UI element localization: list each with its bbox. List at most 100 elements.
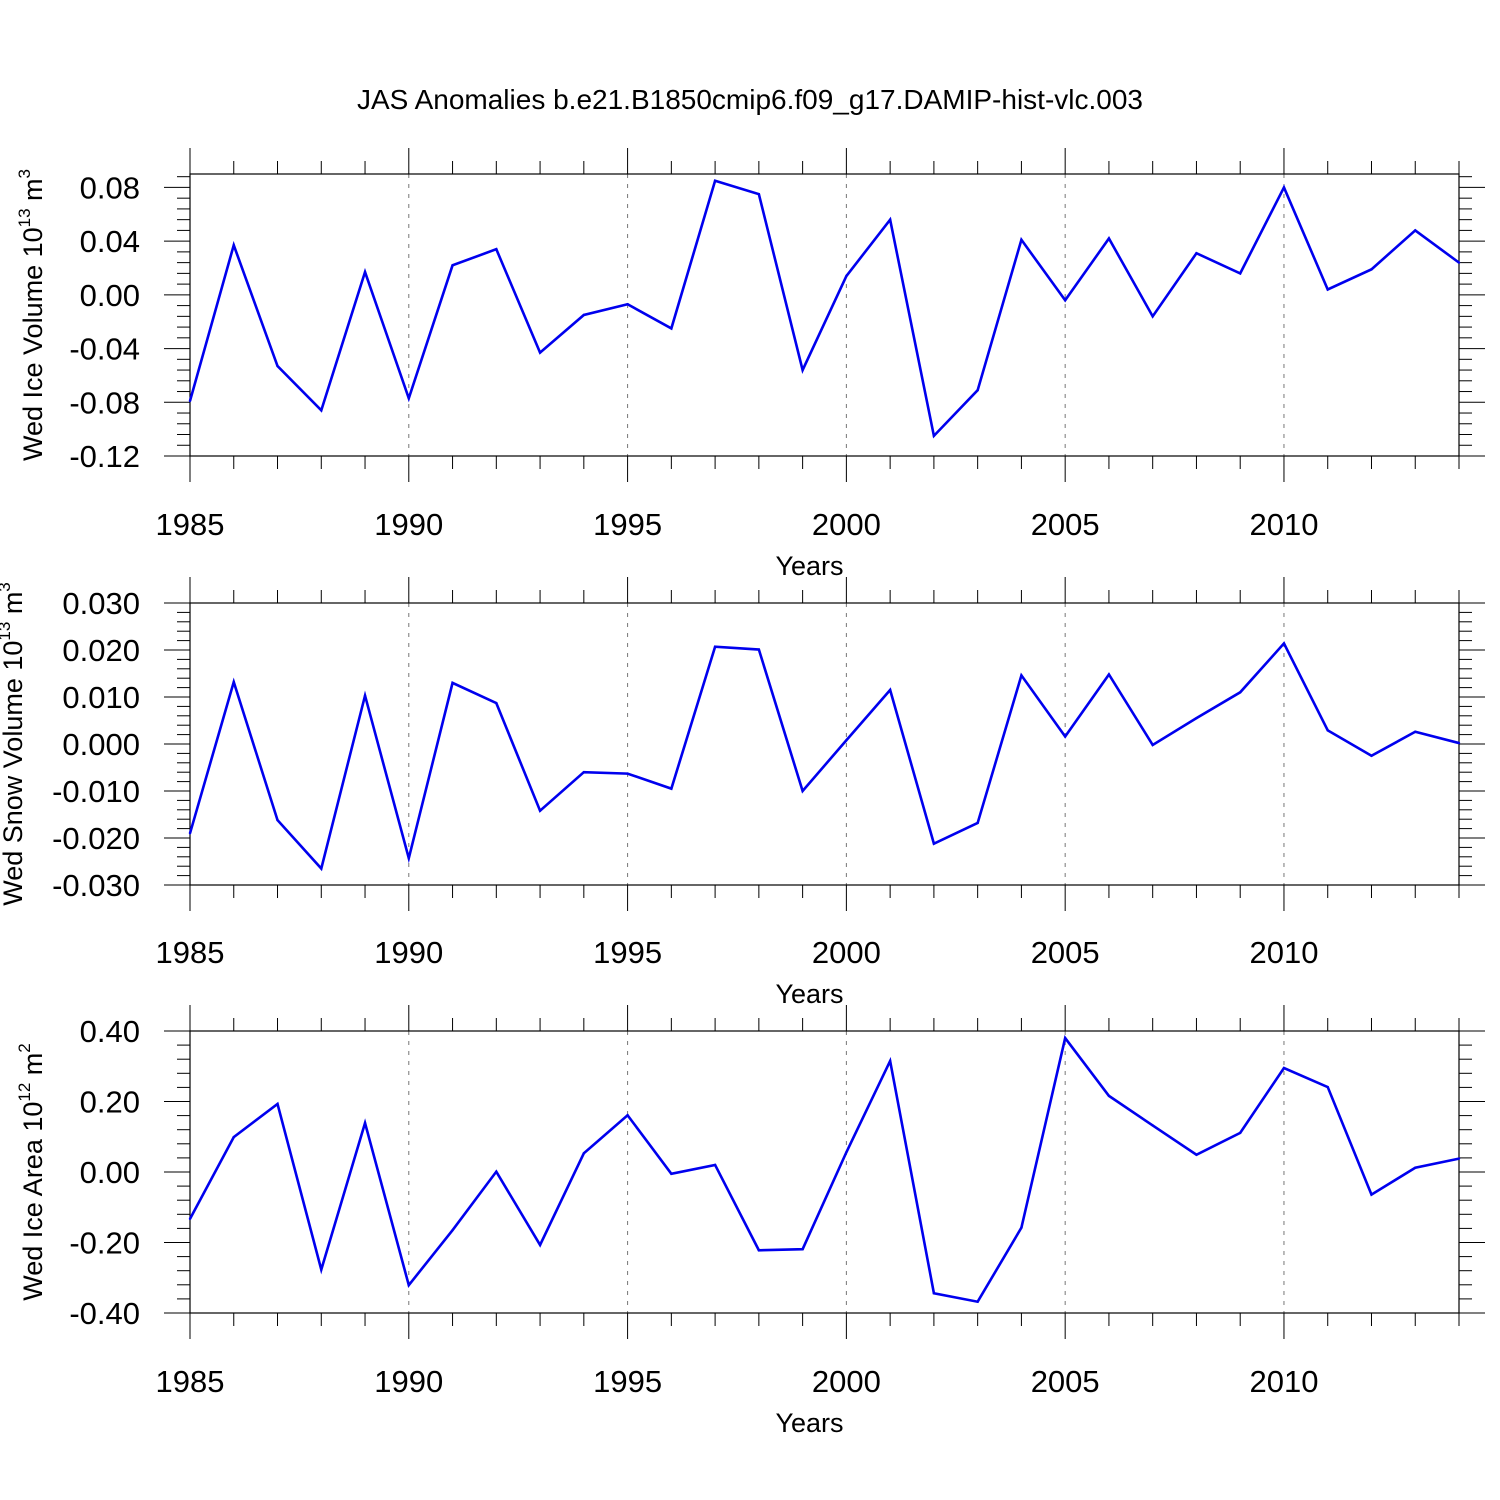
x-axis-title: Years bbox=[775, 551, 843, 581]
data-point bbox=[1414, 229, 1417, 232]
data-point bbox=[451, 1228, 454, 1232]
data-point bbox=[407, 1283, 410, 1287]
data-point bbox=[1107, 673, 1111, 676]
data-point bbox=[1151, 315, 1154, 318]
x-tick-label: 2010 bbox=[1249, 935, 1318, 970]
data-point bbox=[1020, 674, 1023, 677]
x-tick-label: 2005 bbox=[1031, 1364, 1100, 1399]
y-axis-title-main: Wed Snow Volume 10 bbox=[0, 641, 28, 906]
data-point bbox=[1326, 1085, 1329, 1089]
data-point bbox=[1457, 1157, 1461, 1160]
data-point bbox=[801, 789, 804, 793]
data-point bbox=[1020, 238, 1023, 241]
data-point bbox=[538, 1243, 542, 1247]
x-axis-title: Years bbox=[775, 979, 843, 1009]
series-line bbox=[188, 179, 1460, 439]
y-tick-label: -0.20 bbox=[69, 1226, 140, 1261]
x-tick-label: 1990 bbox=[374, 1364, 443, 1399]
x-tick-label: 2005 bbox=[1031, 935, 1100, 970]
data-point bbox=[976, 389, 979, 392]
data-point bbox=[888, 688, 892, 692]
y-tick-label: -0.010 bbox=[52, 774, 140, 809]
y-tick-label: 0.08 bbox=[80, 170, 140, 205]
data-point bbox=[1457, 261, 1461, 264]
data-point bbox=[626, 772, 629, 775]
data-point bbox=[276, 818, 279, 822]
y-axis-title-unit-exponent: 3 bbox=[0, 582, 14, 591]
x-tick-label: 1985 bbox=[156, 507, 225, 542]
data-point bbox=[363, 270, 367, 274]
data-point bbox=[626, 303, 629, 306]
y-tick-label: 0.010 bbox=[62, 680, 140, 715]
data-point bbox=[188, 832, 192, 835]
y-axis-title-main: Wed Ice Area 10 bbox=[18, 1102, 48, 1301]
data-point bbox=[538, 351, 542, 354]
y-tick-label: 0.00 bbox=[80, 1155, 140, 1190]
data-point bbox=[801, 368, 804, 372]
data-point bbox=[1282, 186, 1286, 189]
chart-title: JAS Anomalies b.e21.B1850cmip6.f09_g17.D… bbox=[357, 84, 1143, 115]
y-tick-label: 0.40 bbox=[80, 1014, 140, 1049]
data-point bbox=[320, 409, 323, 412]
data-point bbox=[1063, 299, 1067, 302]
y-tick-label: 0.000 bbox=[62, 727, 140, 762]
data-point bbox=[582, 1152, 586, 1155]
data-point bbox=[1107, 237, 1111, 240]
data-point bbox=[888, 218, 892, 221]
data-point bbox=[363, 1121, 367, 1125]
data-point bbox=[626, 1114, 629, 1117]
data-point bbox=[407, 397, 410, 400]
data-point bbox=[232, 1135, 235, 1139]
y-axis-title-unit: m bbox=[18, 1053, 48, 1083]
data-point bbox=[713, 645, 717, 648]
panel-3: -0.40 -0.20 0.00 0.20 0.40 1985 1990 1995 2000 20… bbox=[15, 1005, 1485, 1438]
data-point bbox=[451, 681, 454, 685]
data-point bbox=[1282, 1066, 1286, 1070]
data-point bbox=[451, 264, 454, 267]
panel-2: -0.030 -0.020 -0.010 0.000 0.010 0.020 0.030 19… bbox=[0, 577, 1485, 1009]
data-point bbox=[932, 1292, 936, 1295]
data-point bbox=[888, 1059, 892, 1063]
y-tick-label: -0.020 bbox=[52, 821, 140, 856]
x-tick-label: 2010 bbox=[1249, 507, 1318, 542]
data-point bbox=[713, 179, 717, 182]
x-tick-label: 1995 bbox=[593, 935, 662, 970]
data-point bbox=[276, 364, 279, 368]
data-point bbox=[495, 1170, 498, 1173]
x-tick-label: 1990 bbox=[374, 507, 443, 542]
data-point bbox=[1414, 730, 1417, 733]
x-tick-label: 1990 bbox=[374, 935, 443, 970]
data-point bbox=[845, 1151, 848, 1154]
y-tick-label: -0.04 bbox=[69, 332, 140, 367]
data-point bbox=[1414, 1166, 1417, 1169]
y-tick-label: -0.40 bbox=[69, 1296, 140, 1331]
data-point bbox=[1370, 754, 1373, 757]
panel-1: -0.12 -0.08 -0.04 0.00 0.04 0.08 1985 1990 1995 2… bbox=[15, 148, 1485, 581]
data-point bbox=[363, 694, 367, 697]
data-point bbox=[976, 821, 979, 825]
y-axis-title: Wed Snow Volume 1013 m3 bbox=[0, 582, 28, 906]
y-tick-label: -0.030 bbox=[52, 868, 140, 903]
data-point bbox=[538, 809, 542, 812]
data-point bbox=[1151, 1124, 1154, 1127]
y-axis-title-exponent: 12 bbox=[15, 1083, 34, 1102]
y-axis-title-main: Wed Ice Volume 10 bbox=[18, 227, 48, 461]
data-point bbox=[232, 680, 235, 684]
data-point bbox=[320, 1268, 323, 1271]
data-point bbox=[582, 771, 586, 774]
plot-frame bbox=[189, 1030, 1460, 1314]
y-tick-label: 0.04 bbox=[80, 224, 140, 259]
data-point bbox=[495, 701, 498, 705]
data-point bbox=[932, 842, 936, 845]
data-point bbox=[976, 1300, 979, 1303]
data-point bbox=[757, 648, 761, 651]
data-point bbox=[1195, 1153, 1198, 1156]
y-axis-title-exponent: 13 bbox=[0, 622, 14, 641]
x-tick-label: 1985 bbox=[156, 935, 225, 970]
plot-frame bbox=[189, 173, 1460, 457]
data-point bbox=[188, 399, 192, 403]
data-point bbox=[1326, 288, 1329, 291]
y-tick-label: 0.20 bbox=[80, 1085, 140, 1120]
x-tick-label: 2000 bbox=[812, 507, 881, 542]
